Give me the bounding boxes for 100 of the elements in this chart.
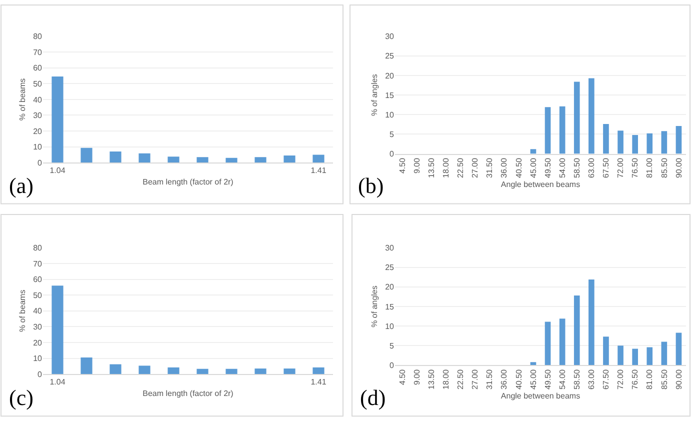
x-tick-label: 90.00 bbox=[674, 368, 684, 390]
x-axis-title: Beam length (factor of 2r) bbox=[142, 388, 234, 398]
bar bbox=[110, 152, 122, 163]
y-axis-title: % of beams bbox=[18, 78, 27, 121]
x-tick-label: 9.00 bbox=[412, 368, 422, 386]
x-tick-label: 1.04 bbox=[50, 166, 66, 176]
y-tick-label: 80 bbox=[33, 244, 43, 253]
x-tick-label: 27.00 bbox=[470, 157, 480, 178]
bar bbox=[196, 157, 208, 163]
x-tick-label: 31.50 bbox=[485, 368, 494, 390]
x-tick-label: 54.00 bbox=[558, 368, 567, 390]
y-tick-label: 10 bbox=[385, 110, 395, 120]
y-tick-label: 0 bbox=[390, 150, 395, 159]
bar bbox=[588, 78, 594, 154]
y-tick-label: 0 bbox=[390, 361, 395, 370]
y-tick-label: 20 bbox=[33, 338, 43, 348]
bar bbox=[646, 133, 653, 154]
x-tick-label: 63.00 bbox=[587, 157, 596, 178]
bar bbox=[544, 322, 551, 366]
bar bbox=[530, 149, 536, 154]
x-tick-label: 85.50 bbox=[660, 368, 669, 390]
bar bbox=[254, 157, 266, 163]
bar bbox=[168, 156, 180, 163]
x-tick-label: 1.04 bbox=[50, 378, 66, 387]
bar bbox=[138, 366, 150, 374]
bar bbox=[312, 367, 324, 374]
x-tick-label: 67.50 bbox=[602, 157, 611, 178]
x-axis-title: Angle between beams bbox=[500, 392, 580, 401]
x-tick-label: 9.00 bbox=[412, 157, 422, 174]
bar bbox=[110, 364, 122, 374]
y-tick-label: 70 bbox=[33, 48, 43, 57]
y-axis-title: % of angles bbox=[370, 74, 379, 116]
y-tick-label: 50 bbox=[33, 79, 43, 88]
y-tick-label: 15 bbox=[385, 90, 395, 100]
x-tick-label: 63.00 bbox=[587, 368, 596, 390]
x-tick-label: 22.50 bbox=[456, 368, 466, 390]
x-tick-label: 13.50 bbox=[426, 368, 436, 390]
x-tick-label: 72.00 bbox=[616, 157, 626, 178]
bar bbox=[196, 368, 208, 374]
y-tick-label: 20 bbox=[385, 71, 395, 80]
bar bbox=[618, 346, 624, 366]
y-axis-title: % of angles bbox=[370, 286, 379, 328]
bar bbox=[632, 134, 638, 154]
y-tick-label: 0 bbox=[38, 158, 43, 168]
y-tick-label: 5 bbox=[390, 341, 395, 350]
y-tick-label: 30 bbox=[33, 322, 43, 332]
bar bbox=[168, 367, 180, 374]
y-tick-label: 10 bbox=[385, 322, 395, 331]
x-axis-title: Angle between beams bbox=[500, 180, 580, 190]
x-tick-label: 54.00 bbox=[558, 157, 567, 178]
bar bbox=[52, 286, 64, 374]
x-tick-label: 40.50 bbox=[514, 157, 524, 178]
bar bbox=[80, 148, 92, 163]
y-tick-label: 20 bbox=[385, 282, 395, 292]
text: (b) bbox=[358, 173, 384, 198]
x-tick-label: 40.50 bbox=[514, 368, 524, 390]
x-tick-label: 90.00 bbox=[674, 157, 684, 178]
text: (c) bbox=[9, 385, 34, 410]
y-tick-label: 40 bbox=[33, 306, 43, 316]
bar bbox=[544, 107, 551, 154]
x-tick-label: 85.50 bbox=[660, 157, 669, 178]
bar bbox=[574, 296, 580, 366]
y-tick-label: 40 bbox=[33, 95, 43, 104]
bar bbox=[632, 348, 638, 366]
y-tick-label: 25 bbox=[385, 52, 395, 61]
x-tick-label: 18.00 bbox=[442, 157, 451, 178]
bar bbox=[80, 357, 92, 374]
y-tick-label: 30 bbox=[385, 32, 395, 42]
x-tick-label: 36.00 bbox=[500, 368, 509, 390]
x-tick-label: 49.50 bbox=[543, 157, 552, 178]
x-tick-label: 1.41 bbox=[310, 166, 327, 176]
x-tick-label: 36.00 bbox=[500, 157, 509, 178]
bar bbox=[661, 131, 668, 154]
y-tick-label: 60 bbox=[33, 64, 43, 73]
bar bbox=[52, 76, 64, 163]
x-tick-label: 81.00 bbox=[645, 157, 654, 178]
bar bbox=[312, 154, 324, 163]
y-axis-title: % of beams bbox=[18, 290, 27, 332]
x-tick-label: 1.41 bbox=[310, 378, 327, 387]
bar bbox=[676, 332, 682, 366]
x-tick-label: 4.50 bbox=[398, 157, 407, 174]
bar bbox=[254, 368, 266, 374]
x-tick-label: 13.50 bbox=[426, 157, 436, 178]
bar bbox=[646, 347, 653, 366]
y-tick-label: 10 bbox=[33, 354, 43, 364]
x-tick-label: 58.50 bbox=[572, 368, 582, 390]
x-tick-label: 45.00 bbox=[528, 157, 538, 178]
bar bbox=[559, 106, 566, 154]
x-tick-label: 4.50 bbox=[398, 368, 407, 386]
y-tick-label: 70 bbox=[33, 259, 43, 268]
bar bbox=[530, 362, 536, 366]
bar bbox=[588, 279, 594, 366]
bar bbox=[138, 153, 150, 163]
x-tick-label: 27.00 bbox=[470, 368, 480, 390]
y-tick-label: 30 bbox=[33, 111, 43, 120]
x-axis-title: Beam length (factor of 2r) bbox=[142, 177, 234, 186]
bar bbox=[661, 342, 668, 366]
bar bbox=[676, 126, 682, 154]
y-tick-label: 50 bbox=[33, 290, 43, 300]
x-tick-label: 22.50 bbox=[456, 157, 466, 178]
